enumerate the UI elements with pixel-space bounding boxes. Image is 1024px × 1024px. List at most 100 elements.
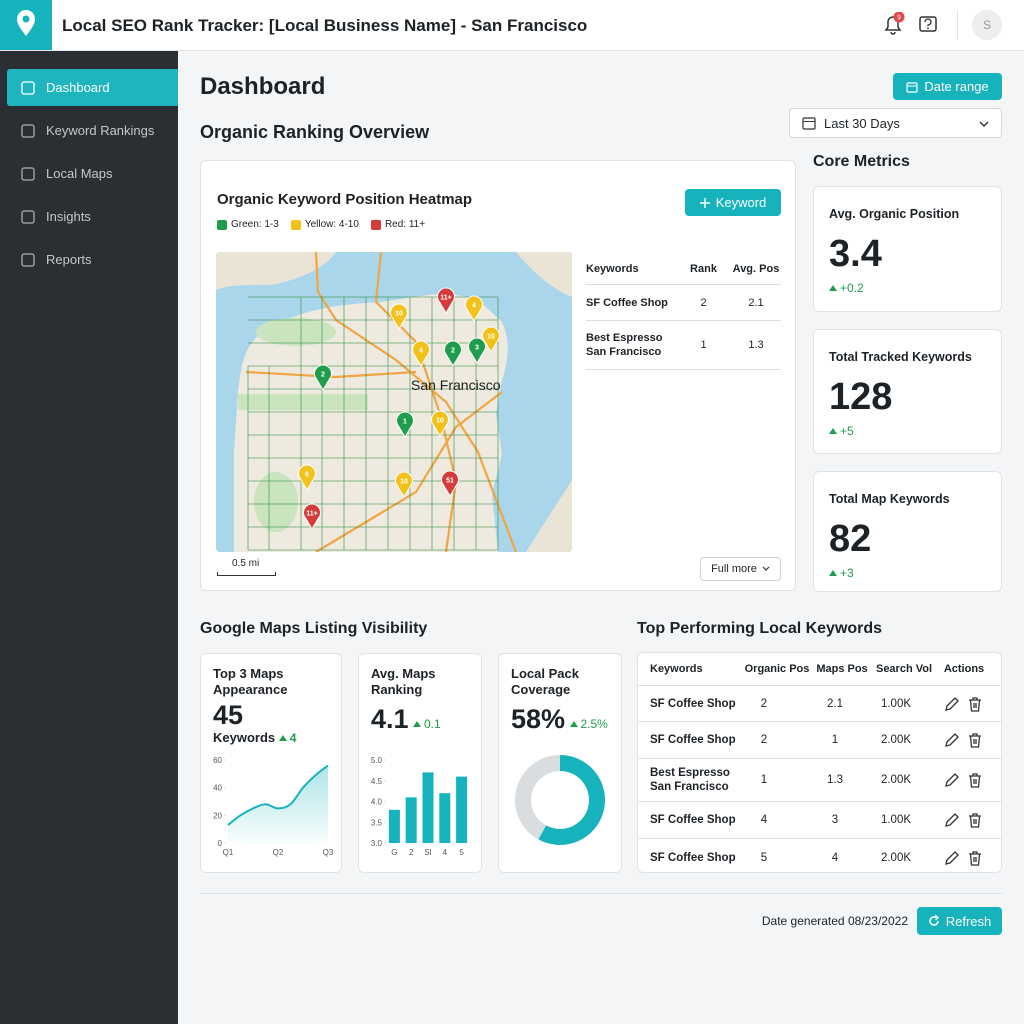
delete-icon[interactable] xyxy=(969,696,981,712)
card-value: 45 xyxy=(213,700,244,730)
avatar[interactable]: S xyxy=(972,10,1002,40)
top-keywords-title: Top Performing Local Keywords xyxy=(637,620,883,637)
nav-item[interactable]: Dashboard xyxy=(7,69,178,106)
card-unit: Keywords 4 xyxy=(213,730,296,745)
nav-icon xyxy=(21,252,35,267)
table-cell: 1 xyxy=(700,339,707,351)
card-value: 4.1 xyxy=(371,704,409,734)
card-change-value: 0.1 xyxy=(424,717,441,731)
table-cell: 2.1 xyxy=(748,296,764,309)
nav-item[interactable]: Local Maps xyxy=(7,155,178,192)
metric-change: +5 xyxy=(829,424,854,438)
delete-icon[interactable] xyxy=(969,813,981,828)
add-keyword-label: Keyword xyxy=(715,195,767,210)
sidebar: Dashboard Keyword Rankings Local Maps Insig… xyxy=(0,51,178,1024)
table-cell: 1.3 xyxy=(827,774,843,786)
edit-icon[interactable] xyxy=(945,773,959,787)
edit-icon[interactable] xyxy=(945,696,959,711)
chevron xyxy=(979,121,989,127)
legend-label: Yellow: 4-10 xyxy=(304,219,359,230)
edit-icon[interactable] xyxy=(945,813,959,827)
full-more-label: Full more xyxy=(711,563,757,575)
logo[interactable] xyxy=(0,0,52,50)
card-value: 58% xyxy=(511,704,566,734)
table-cell: 2.00K xyxy=(880,852,912,864)
table-cell: Actions xyxy=(943,663,985,675)
table-row: SF Coffee Shop 2 2.1 xyxy=(586,285,781,321)
table-header: Keywords Organic Pos Maps Pos Search Vol Act… xyxy=(638,653,1001,686)
up-arrow xyxy=(829,285,837,291)
metric-card: Total Map Keywords 82 +3 xyxy=(813,471,1002,592)
metric-label: Total Tracked Keywords xyxy=(829,350,972,364)
nav-label: Reports xyxy=(46,252,92,267)
maps-visibility-title: Google Maps Listing Visibility xyxy=(200,620,428,637)
row-actions xyxy=(945,696,981,712)
metric-value: 82 xyxy=(829,518,872,560)
date-range-button[interactable]: Date range xyxy=(893,73,1002,100)
table-cell: Best Espresso San Francisco xyxy=(650,767,730,793)
nav-label: Keyword Rankings xyxy=(46,123,155,138)
core-metrics-title: Core Metrics xyxy=(813,153,910,170)
table-cell: 1 xyxy=(831,734,839,746)
metric-value: 3.4 xyxy=(829,233,882,275)
nav-item[interactable]: Keyword Rankings xyxy=(7,112,178,149)
metric-card: Avg. Organic Position 3.4 +0.2 xyxy=(813,186,1002,312)
edit-icon[interactable] xyxy=(945,851,959,865)
card-title: Top 3 Maps Appearance xyxy=(213,666,288,697)
chevron xyxy=(762,566,770,571)
refresh-button[interactable]: Refresh xyxy=(917,907,1002,935)
full-more-button[interactable]: Full more xyxy=(700,557,781,581)
card-value-row: 4.1 0.1 xyxy=(371,704,441,735)
table-cell: Organic Pos xyxy=(744,663,810,675)
logo-icon xyxy=(17,9,35,36)
column-header: Keywords xyxy=(586,263,639,275)
add-keyword-button[interactable]: Keyword xyxy=(685,189,781,216)
legend-label: Green: 1-3 xyxy=(231,219,279,230)
delete-icon[interactable] xyxy=(969,733,981,748)
table-cell: Best Espresso San Francisco xyxy=(586,332,663,358)
nav-icon-shape xyxy=(21,209,35,224)
legend-swatch xyxy=(290,219,301,230)
nav-icon xyxy=(21,123,35,138)
app-title: Local SEO Rank Tracker: [Local Business … xyxy=(62,16,588,35)
delete-icon[interactable] xyxy=(969,851,981,866)
scale-label: 0.5 mi xyxy=(232,558,260,569)
maps-card: Avg. Maps Ranking 4.1 0.1 xyxy=(358,653,482,873)
nav-icon-shape xyxy=(21,80,35,95)
period-select[interactable]: Last 30 Days xyxy=(789,108,1002,138)
table-cell: Search Vol xyxy=(875,663,933,675)
table-cell: 2.1 xyxy=(827,697,843,710)
table-cell: 1.00K xyxy=(880,697,912,710)
legend-swatch xyxy=(217,219,227,230)
nav-item[interactable]: Insights xyxy=(7,198,178,235)
table-cell: 2 xyxy=(760,697,768,710)
top-keywords-table: Keywords Organic Pos Maps Pos Search Vol Act… xyxy=(637,652,1002,873)
help[interactable] xyxy=(918,15,940,37)
notification-count: 9 xyxy=(897,15,901,22)
card-change-value: 4 xyxy=(289,731,297,745)
table-cell: 3 xyxy=(831,814,839,826)
table-cell: 2 xyxy=(760,734,768,746)
table-cell: SF Coffee Shop xyxy=(586,296,668,309)
metric-label: Avg. Organic Position xyxy=(829,207,960,221)
table-cell: SF Coffee Shop xyxy=(650,852,736,864)
metric-change: +3 xyxy=(829,566,854,580)
row-actions xyxy=(945,851,981,866)
nav-label: Dashboard xyxy=(46,80,110,95)
table-cell: Maps Pos xyxy=(816,663,868,675)
date-range-label: Date range xyxy=(924,79,989,94)
refresh-label: Refresh xyxy=(945,913,992,929)
generated-date: Date generated 08/23/2022 xyxy=(761,914,908,928)
column-header: Rank xyxy=(690,263,717,275)
notifications[interactable]: 9 xyxy=(880,12,906,38)
header: Local SEO Rank Tracker: [Local Business … xyxy=(0,0,1024,51)
delete-icon[interactable] xyxy=(969,773,981,788)
table-cell: 4 xyxy=(760,814,768,826)
nav-icon xyxy=(21,80,35,95)
section-title: Organic Ranking Overview xyxy=(200,122,430,142)
nav-icon-shape xyxy=(21,252,35,267)
footer-divider xyxy=(200,893,1002,894)
nav-item[interactable]: Reports xyxy=(7,241,178,278)
edit-icon[interactable] xyxy=(945,733,959,747)
